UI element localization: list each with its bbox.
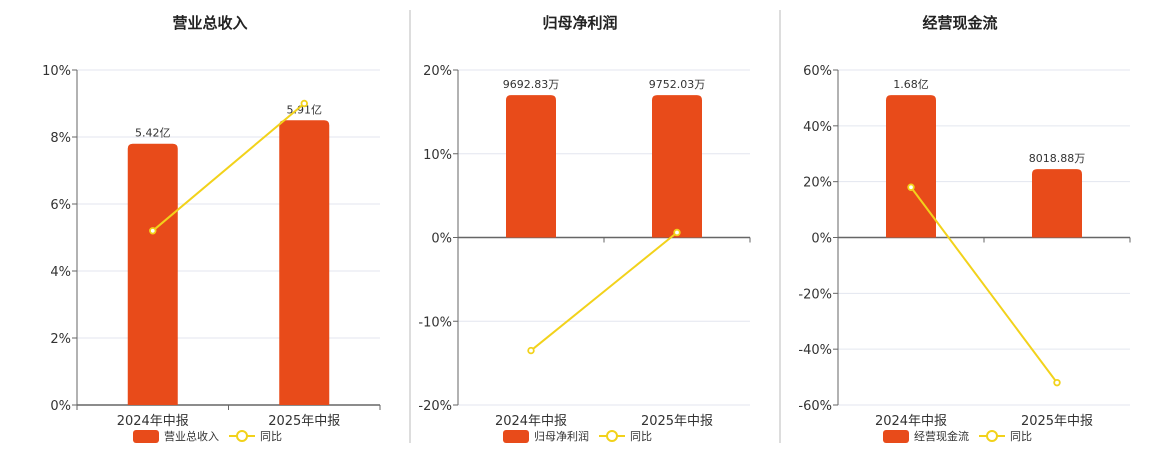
bar	[279, 120, 330, 405]
y-tick-label: 10%	[42, 64, 71, 79]
legend-swatch-marker	[986, 430, 998, 442]
bar	[506, 95, 556, 238]
yoy-point	[673, 228, 681, 237]
bar	[1032, 169, 1082, 238]
x-category-label: 2024年中报	[495, 414, 567, 429]
y-tick-label: 0%	[431, 232, 452, 247]
legend-swatch-bar	[133, 430, 159, 443]
x-category-label: 2024年中报	[875, 414, 947, 429]
y-tick-label: 60%	[803, 64, 832, 79]
bar	[886, 95, 936, 238]
y-tick-label: -20%	[418, 399, 452, 414]
chart-panel-2: 归母净利润 -20% -10% 0% 10% 20% 2024年中报 2025年中报 9692.…	[418, 14, 751, 443]
bar	[652, 95, 702, 238]
chart-title: 经营现金流	[922, 14, 997, 32]
legend-swatch-marker	[236, 430, 248, 442]
y-tick-label: 0%	[50, 399, 71, 414]
legend-label: 归母净利润	[534, 429, 589, 443]
bar-data-label: 9692.83万	[503, 78, 560, 91]
yoy-point	[527, 346, 535, 355]
legend-label: 经营现金流	[914, 429, 969, 443]
y-tick-label: 4%	[50, 265, 71, 280]
legend-swatch-bar	[503, 430, 529, 443]
legend-label: 同比	[1010, 430, 1032, 443]
legend-label: 同比	[630, 430, 652, 443]
y-tick-label: 0%	[811, 232, 832, 247]
x-category-label: 2025年中报	[268, 414, 340, 429]
yoy-point	[907, 183, 915, 191]
yoy-line	[152, 102, 305, 232]
y-tick-label: 20%	[423, 64, 452, 79]
chart-panel-3: 经营现金流 -60% -40% -20% 0% 20% 40% 60% 2024年中报 2025年…	[798, 14, 1131, 443]
bar-data-label: 8018.88万	[1029, 152, 1086, 165]
y-tick-label: 8%	[50, 131, 71, 146]
y-tick-label: -10%	[418, 315, 452, 330]
x-category-label: 2025年中报	[1021, 414, 1093, 429]
x-category-label: 2024年中报	[117, 414, 189, 429]
bar-data-label: 5.42亿	[135, 127, 171, 140]
yoy-point	[300, 99, 308, 108]
bar-data-label: 9752.03万	[649, 78, 706, 91]
yoy-point	[1053, 378, 1061, 387]
yoy-point	[149, 227, 157, 235]
chart-panel-1: 营业总收入 0% 2% 4% 6% 8% 10% 2024年中报 2025年中报 5.42亿 5.9…	[42, 14, 381, 443]
yoy-line	[910, 186, 1058, 384]
y-tick-label: -40%	[798, 343, 832, 358]
legend-swatch-bar	[883, 430, 909, 443]
y-tick-label: -20%	[798, 287, 832, 302]
y-tick-label: 10%	[423, 148, 452, 163]
y-tick-label: 2%	[50, 332, 71, 347]
bar-data-label: 1.68亿	[893, 78, 929, 91]
legend-swatch-marker	[606, 430, 618, 442]
chart-title: 归母净利润	[542, 14, 617, 32]
y-tick-label: -60%	[798, 399, 832, 414]
chart-title: 营业总收入	[172, 14, 247, 32]
yoy-line	[530, 231, 678, 352]
x-category-label: 2025年中报	[641, 414, 713, 429]
y-tick-label: 6%	[50, 198, 71, 213]
legend-label: 营业总收入	[164, 429, 219, 443]
y-tick-label: 40%	[803, 120, 832, 135]
bar-data-label: 5.91亿	[287, 103, 323, 116]
legend-label: 同比	[260, 430, 282, 443]
bar	[127, 143, 178, 405]
y-tick-label: 20%	[803, 176, 832, 191]
